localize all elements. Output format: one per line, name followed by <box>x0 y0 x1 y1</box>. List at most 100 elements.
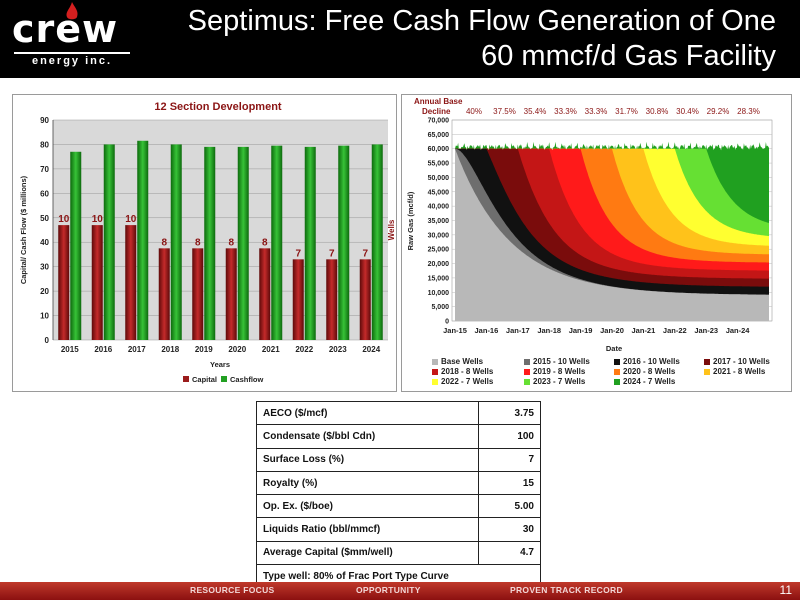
slide-title: Septimus: Free Cash Flow Generation of O… <box>176 4 776 74</box>
bar-capital <box>292 259 304 340</box>
x-tick-label: Jan-23 <box>694 326 718 335</box>
legend-label: 2023 - 7 Wells <box>533 377 586 386</box>
legend-item: 2021 - 8 Wells <box>704 367 765 376</box>
bar-cashflow <box>204 146 216 340</box>
footer-resource-focus: RESOURCE FOCUS <box>190 585 275 595</box>
decline-value: 35.4% <box>524 107 547 116</box>
bar-chart-title: 12 Section Development <box>154 101 281 113</box>
bar-y-axis-label: Capital/ Cash Flow ($ millions) <box>19 175 28 284</box>
bar-y2-axis-label: Wells <box>387 219 396 240</box>
y-tick-label: 15,000 <box>428 275 450 282</box>
y-tick-label: 35,000 <box>428 218 450 225</box>
raw-gas-production-chart: Annual Base Decline 40% 37.5% 35.4% 33.3% 33… <box>406 97 773 353</box>
assumption-label: Royalty (%) <box>256 470 479 496</box>
bar-cashflow <box>338 145 350 340</box>
area-y-axis-label: Raw Gas (mcf/d) <box>406 191 415 250</box>
y-tick-label: 60 <box>40 189 49 198</box>
logo-wordmark: crew <box>12 7 119 51</box>
y-tick-label: 20 <box>40 287 49 296</box>
bar-capital <box>359 259 371 340</box>
legend-swatch-cashflow <box>221 376 227 382</box>
y-tick-label: 25,000 <box>428 247 450 254</box>
x-tick-label: 2023 <box>329 345 347 354</box>
plot-area <box>53 120 388 340</box>
x-tick-label: Jan-24 <box>726 326 751 335</box>
x-tick-label: 2015 <box>61 345 79 354</box>
y-tick-label: 30 <box>40 263 49 272</box>
x-tick-label: 2019 <box>195 345 213 354</box>
assumptions-table: AECO ($/mcf) 3.75 Condensate ($/bbl Cdn) 10… <box>256 400 541 589</box>
bar-capital <box>91 225 103 340</box>
logo-underline <box>14 52 130 54</box>
legend-label: 2017 - 10 Wells <box>713 357 770 366</box>
y-tick-label: 0 <box>445 319 449 326</box>
table-row: Average Capital ($mm/well) 4.7 <box>256 540 541 566</box>
decline-value: 30.4% <box>676 107 699 116</box>
legend-swatch <box>614 358 620 365</box>
legend-label: 2024 - 7 Wells <box>623 377 676 386</box>
bar-capital <box>225 248 237 340</box>
x-tick-label: 2024 <box>362 345 380 354</box>
footer-proven-track-record: PROVEN TRACK RECORD <box>510 585 623 595</box>
legend-label: 2020 - 8 Wells <box>623 367 676 376</box>
bar-cashflow <box>304 146 316 340</box>
legend-item: 2023 - 7 Wells <box>524 377 585 386</box>
legend-item: 2016 - 10 Wells <box>614 357 680 366</box>
bar-cashflow <box>70 151 82 340</box>
decline-label: Decline <box>422 107 451 116</box>
table-row: Condensate ($/bbl Cdn) 100 <box>256 424 541 449</box>
bar-capital <box>192 248 204 340</box>
wells-data-label: 10 <box>125 214 137 225</box>
bar-capital <box>326 259 338 340</box>
x-tick-label: 2021 <box>262 345 280 354</box>
y-tick-label: 20,000 <box>428 261 450 268</box>
y-tick-label: 70 <box>40 165 49 174</box>
legend-swatch <box>524 378 530 385</box>
decline-value: 37.5% <box>493 107 516 116</box>
x-tick-label: 2020 <box>228 345 246 354</box>
flame-icon <box>66 2 78 20</box>
legend-label: 2022 - 7 Wells <box>441 377 494 386</box>
crew-logo: crew energy inc. <box>12 2 132 70</box>
legend-item: 2020 - 8 Wells <box>614 367 675 376</box>
decline-value: 33.3% <box>585 107 608 116</box>
x-tick-label: 2018 <box>161 345 179 354</box>
x-tick-label: Jan-15 <box>443 326 467 335</box>
slide-title-line2: 60 mmcf/d Gas Facility <box>481 40 776 72</box>
capital-cashflow-chart-panel: 12 Section Development 0 10 20 30 40 50 60 70 80… <box>12 94 397 392</box>
bar-x-axis-label: Years <box>210 360 230 369</box>
x-tick-label: 2016 <box>94 345 112 354</box>
bar-cashflow <box>103 144 115 340</box>
wells-data-label: 8 <box>228 237 234 248</box>
footer-opportunity: OPPORTUNITY <box>356 585 421 595</box>
legend-swatch <box>432 368 438 375</box>
legend-item: 2018 - 8 Wells <box>432 367 493 376</box>
legend-swatch-capital <box>183 376 189 382</box>
assumption-value: 5.00 <box>478 494 541 519</box>
legend-swatch <box>704 358 710 365</box>
bar-capital <box>58 225 70 340</box>
bar-cashflow <box>137 140 149 340</box>
bar-cashflow <box>237 146 249 340</box>
y-tick-label: 50,000 <box>428 175 450 182</box>
legend-swatch <box>614 368 620 375</box>
assumption-label: Condensate ($/bbl Cdn) <box>256 424 479 449</box>
table-row: Liquids Ratio (bbl/mmcf) 30 <box>256 517 541 542</box>
wells-data-label: 8 <box>262 237 268 248</box>
y-tick-label: 65,000 <box>428 132 450 139</box>
legend-capital: Capital <box>192 375 217 384</box>
legend-swatch <box>524 358 530 365</box>
annual-base-decline-label: Annual Base <box>414 97 463 106</box>
bar-capital <box>158 248 170 340</box>
bar-legend: Capital Cashflow <box>183 375 264 384</box>
x-tick-label: Jan-19 <box>569 326 593 335</box>
legend-label: 2015 - 10 Wells <box>533 357 590 366</box>
wells-data-label: 8 <box>195 237 201 248</box>
bar-capital <box>259 248 271 340</box>
production-chart-panel: Annual Base Decline 40% 37.5% 35.4% 33.3% 33… <box>401 94 792 392</box>
legend-swatch <box>432 358 438 365</box>
legend-item: 2017 - 10 Wells <box>704 357 770 366</box>
page-number: 11 <box>779 583 792 597</box>
x-tick-label: Jan-18 <box>537 326 561 335</box>
assumption-label: AECO ($/mcf) <box>256 400 479 426</box>
